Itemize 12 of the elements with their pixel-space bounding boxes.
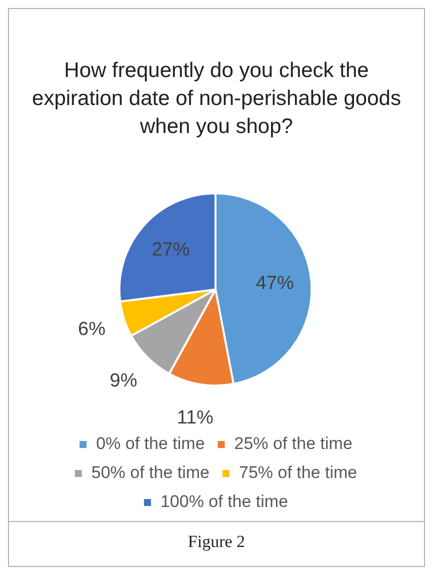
data-label: 47% xyxy=(256,273,294,294)
data-label: 11% xyxy=(176,407,214,428)
legend-label: 25% of the time xyxy=(234,434,352,454)
chart-title: How frequently do you check the expiration date of non-perishable goods when you shop? xyxy=(31,58,402,140)
legend-label: 50% of the time xyxy=(91,463,210,482)
data-label: 27% xyxy=(152,239,190,260)
legend-label: 0% of the time xyxy=(96,434,205,454)
legend-label: 75% of the time xyxy=(239,463,358,482)
caption: Figure 2 xyxy=(9,521,424,566)
legend-label: 100% of the time xyxy=(160,492,288,512)
data-label: 6% xyxy=(78,318,106,340)
data-label: 9% xyxy=(110,370,138,392)
